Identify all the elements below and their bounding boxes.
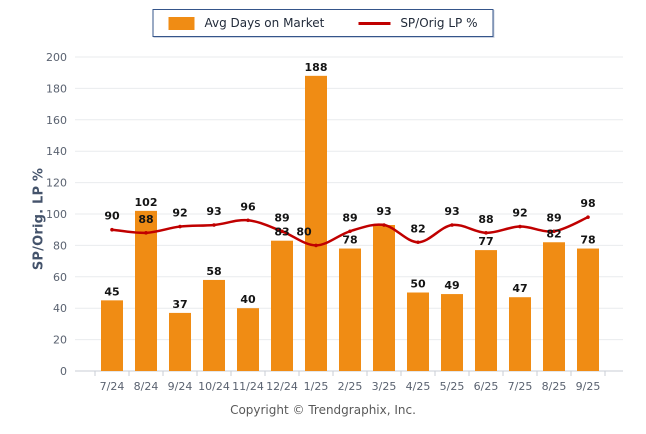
y-tick-label: 160 <box>46 114 67 127</box>
copyright-text: Copyright © Trendgraphix, Inc. <box>230 403 416 417</box>
bar-value-label: 82 <box>546 227 561 240</box>
x-tick-label: 9/24 <box>168 380 193 393</box>
bar-4/25 <box>407 292 429 371</box>
line-point-3/25 <box>382 223 386 227</box>
line-value-label: 96 <box>240 200 256 213</box>
bar-value-label: 50 <box>410 278 426 291</box>
line-value-label: 92 <box>512 207 527 220</box>
y-tick-label: 200 <box>46 51 67 64</box>
line-point-9/25 <box>586 215 590 219</box>
line-value-label: 82 <box>410 222 425 235</box>
bar-9/25 <box>577 248 599 371</box>
line-point-1/25 <box>314 243 318 248</box>
legend-line-label: SP/Orig LP % <box>400 16 478 30</box>
line-value-label: 89 <box>274 211 289 224</box>
y-tick-label: 140 <box>46 145 67 158</box>
line-point-8/24 <box>144 231 148 235</box>
line-point-7/24 <box>110 227 114 232</box>
line-point-2/25 <box>348 229 352 234</box>
bar-3/25 <box>373 224 395 371</box>
line-point-10/24 <box>212 223 216 227</box>
bar-value-label: 102 <box>135 196 158 209</box>
line-value-label: 89 <box>546 211 561 224</box>
x-tick-label: 11/24 <box>232 380 264 393</box>
y-tick-label: 60 <box>53 271 67 284</box>
y-tick-label: 120 <box>46 177 67 190</box>
x-tick-label: 8/25 <box>542 380 567 393</box>
x-tick-label: 6/25 <box>474 380 499 393</box>
bar-2/25 <box>339 248 361 371</box>
legend-bar-swatch-icon <box>168 16 195 30</box>
x-tick-label: 7/25 <box>508 380 533 393</box>
line-value-label: 93 <box>376 205 391 218</box>
line-point-8/25 <box>552 229 556 234</box>
bar-10/24 <box>203 279 225 371</box>
line-value-label: 89 <box>342 211 357 224</box>
line-point-12/24 <box>280 229 284 234</box>
y-tick-label: 40 <box>53 302 67 315</box>
x-tick-label: 12/24 <box>266 380 298 393</box>
x-tick-label: 9/25 <box>576 380 601 393</box>
line-value-label: 98 <box>580 197 595 210</box>
y-tick-label: 80 <box>53 239 67 252</box>
line-point-6/25 <box>484 231 488 235</box>
line-point-4/25 <box>416 240 420 245</box>
bar-value-label: 47 <box>512 282 527 295</box>
bar-8/24 <box>135 210 157 371</box>
y-tick-label: 20 <box>53 334 67 347</box>
bar-8/25 <box>543 242 565 371</box>
bar-value-label: 37 <box>172 298 187 311</box>
bar-value-label: 188 <box>305 61 328 74</box>
bar-value-label: 45 <box>104 285 119 298</box>
bar-value-label: 40 <box>240 293 256 306</box>
line-point-11/24 <box>246 218 250 223</box>
bar-9/24 <box>169 312 191 371</box>
line-value-label: 93 <box>206 205 221 218</box>
x-tick-label: 4/25 <box>406 380 431 393</box>
bar-value-label: 58 <box>206 265 221 278</box>
x-tick-label: 8/24 <box>134 380 159 393</box>
x-tick-label: 2/25 <box>338 380 363 393</box>
legend: Avg Days on Market SP/Orig LP % <box>152 9 494 37</box>
bar-5/25 <box>441 294 463 371</box>
y-tick-label: 0 <box>60 365 67 378</box>
x-tick-label: 5/25 <box>440 380 465 393</box>
x-tick-label: 7/24 <box>100 380 125 393</box>
bar-value-label: 77 <box>478 235 493 248</box>
bar-value-label: 83 <box>274 226 289 239</box>
line-value-label: 80 <box>296 225 312 238</box>
line-value-label: 93 <box>444 205 459 218</box>
line-value-label: 90 <box>104 210 120 223</box>
y-tick-label: 100 <box>46 208 67 221</box>
x-tick-label: 3/25 <box>372 380 397 393</box>
legend-bar-label: Avg Days on Market <box>204 16 325 30</box>
x-tick-label: 1/25 <box>304 380 329 393</box>
line-value-label: 88 <box>478 213 493 226</box>
line-point-9/24 <box>178 224 182 229</box>
y-tick-label: 180 <box>46 82 67 95</box>
legend-line-swatch-icon <box>358 21 391 25</box>
x-tick-label: 10/24 <box>198 380 230 393</box>
line-point-5/25 <box>450 223 454 227</box>
line-value-label: 92 <box>172 207 187 220</box>
bar-value-label: 49 <box>444 279 459 292</box>
bar-value-label: 78 <box>342 234 357 247</box>
bar-12/24 <box>271 240 293 371</box>
line-value-label: 88 <box>138 213 153 226</box>
bar-7/25 <box>509 297 531 371</box>
bar-6/25 <box>475 250 497 371</box>
line-point-7/25 <box>518 224 522 229</box>
y-axis-title: SP/Orig. LP % <box>31 167 47 271</box>
bar-value-label: 78 <box>580 234 595 247</box>
bar-11/24 <box>237 308 259 371</box>
bar-1/25 <box>305 75 327 371</box>
bar-7/24 <box>101 300 123 371</box>
